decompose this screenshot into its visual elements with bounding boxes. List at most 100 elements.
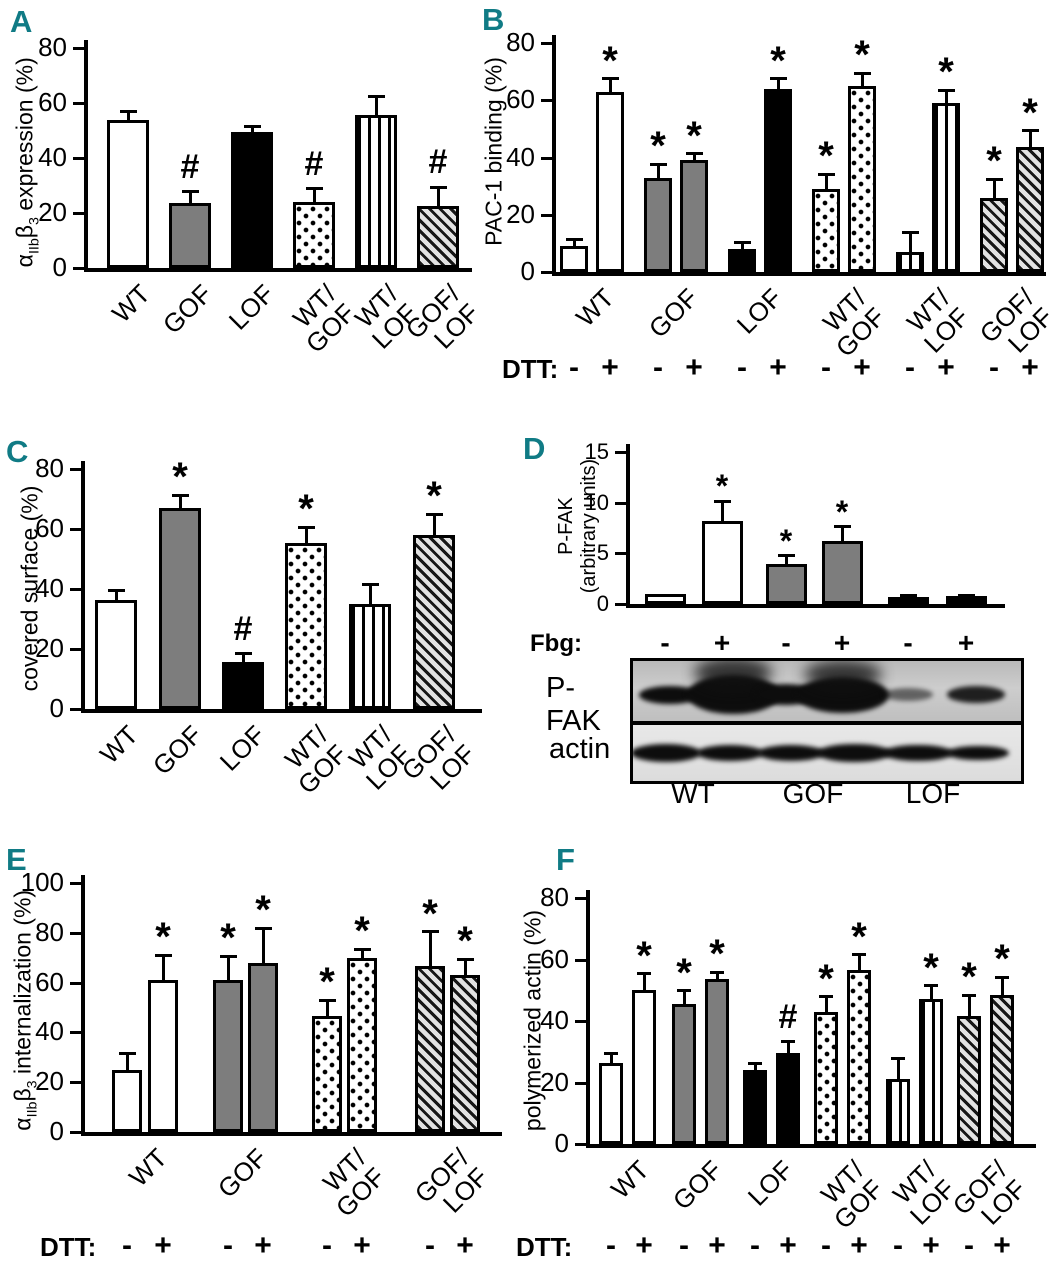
y-tick-label-B-0: 0 [520, 256, 535, 286]
y-axis-label-part: α [11, 254, 38, 268]
significance-star-B-3: * [686, 113, 702, 158]
y-tick-label-D-5: 5 [596, 540, 609, 566]
y-tick-label-A-20: 20 [38, 197, 67, 227]
y-tick-label-D-10: 10 [584, 489, 609, 515]
condition-sign-B-9: + [937, 351, 955, 384]
y-axis-label-line: (arbitrary units) [578, 458, 600, 594]
condition-sign-B-6: - [821, 351, 831, 384]
bar-D-4 [887, 597, 929, 604]
significance-star-B-5: * [770, 38, 786, 83]
y-tick-D-0 [615, 603, 626, 606]
blot-group-label-GOF: GOF [782, 778, 844, 809]
condition-sign-F-3: + [708, 1229, 726, 1262]
error-bar-B-9 [944, 88, 948, 104]
condition-sign-B-7: + [853, 351, 871, 384]
bar-F-0 [599, 1062, 623, 1144]
panel-letter-d: D [523, 431, 546, 466]
significance-star-D-3: * [835, 493, 849, 530]
y-tick-F-40 [575, 1020, 586, 1023]
significance-star-E-7: * [457, 918, 473, 963]
error-bar-B-7 [860, 71, 864, 86]
y-tick-A-0 [73, 267, 84, 270]
error-cap-A-2 [243, 125, 261, 128]
error-bar-C-5 [432, 512, 436, 535]
blot-actin [630, 722, 1024, 784]
condition-sign-F-8: - [893, 1229, 903, 1262]
y-tick-label-F-40: 40 [540, 1005, 569, 1035]
y-tick-B-0 [541, 271, 552, 274]
bar-D-0 [644, 593, 686, 604]
blot-band-bleed [803, 661, 883, 690]
bar-B-0 [560, 246, 588, 272]
blot-band-bleed [693, 661, 773, 689]
error-cap-D-5 [957, 594, 975, 598]
error-cap-B-6 [817, 172, 835, 176]
significance-star-E-3: * [255, 887, 271, 932]
y-tick-label-C-80: 80 [35, 453, 64, 483]
significance-star-F-11: * [994, 937, 1010, 982]
y-tick-F-60 [575, 958, 586, 962]
y-tick-C-20 [70, 648, 81, 651]
error-bar-F-3 [715, 970, 719, 980]
significance-star-F-3: * [709, 932, 725, 977]
error-cap-A-5 [429, 185, 447, 189]
error-cap-F-11 [994, 976, 1010, 980]
condition-sign-D-3: + [833, 627, 851, 658]
y-tick-label-B-80: 80 [506, 27, 535, 57]
error-bar-F-0 [609, 1051, 613, 1063]
significance-star-C-3: * [298, 487, 314, 532]
significance-star-E-1: * [155, 915, 171, 960]
y-axis-C [81, 461, 85, 709]
condition-sign-D-0: - [660, 627, 670, 658]
significance-star-B-1: * [602, 38, 618, 83]
error-bar-E-0 [125, 1052, 129, 1070]
error-cap-F-6 [818, 995, 834, 999]
error-bar-A-2 [250, 125, 254, 132]
bar-A-3 [293, 202, 335, 268]
bar-F-9 [919, 999, 943, 1144]
error-cap-E-7 [456, 957, 474, 961]
error-cap-B-8 [901, 231, 919, 235]
error-bar-B-5 [776, 77, 780, 89]
bar-B-11 [1016, 147, 1044, 272]
y-tick-E-80 [70, 931, 81, 935]
error-bar-F-4 [753, 1062, 757, 1071]
significance-hash-A-5: # [428, 143, 448, 182]
significance-hash-C-2: # [233, 609, 253, 648]
bar-F-5 [776, 1053, 800, 1144]
y-axis-label-A: αIIbβ3 expression (%) [12, 12, 49, 312]
y-tick-label-E-40: 40 [35, 1016, 64, 1047]
y-tick-A-40 [73, 157, 84, 160]
y-tick-label-A-0: 0 [52, 252, 67, 282]
blot-band-actin-0 [633, 744, 701, 762]
y-tick-C-0 [70, 708, 81, 711]
error-cap-B-5 [769, 77, 787, 81]
blot-band-P-FAK-0 [638, 685, 701, 704]
y-tick-F-0 [575, 1143, 586, 1146]
error-cap-A-1 [181, 189, 199, 193]
blot-band-actin-3 [817, 744, 892, 762]
panel-letter-b: B [482, 2, 505, 37]
bar-C-0 [95, 599, 137, 709]
y-tick-label-C-20: 20 [35, 633, 64, 663]
bar-E-1 [148, 980, 178, 1132]
y-tick-C-60 [70, 528, 81, 531]
blot-group-label-LOF: LOF [905, 778, 961, 809]
panel-letter-e: E [6, 842, 27, 877]
condition-sign-F-1: + [635, 1229, 653, 1262]
bar-B-9 [932, 103, 960, 272]
condition-label-F: DTT: [516, 1232, 573, 1262]
error-bar-A-1 [188, 189, 192, 204]
error-cap-D-4 [899, 593, 917, 597]
condition-sign-B-0: - [569, 351, 579, 384]
y-tick-label-B-40: 40 [506, 141, 535, 172]
y-tick-label-C-0: 0 [49, 693, 64, 723]
error-cap-F-3 [709, 970, 725, 974]
y-tick-label-E-20: 20 [35, 1066, 64, 1097]
error-cap-F-9 [923, 984, 939, 988]
y-tick-C-80 [70, 468, 81, 471]
y-tick-F-80 [575, 897, 586, 900]
condition-sign-E-7: + [456, 1229, 474, 1262]
bar-F-6 [814, 1011, 838, 1144]
error-cap-C-5 [425, 512, 443, 516]
